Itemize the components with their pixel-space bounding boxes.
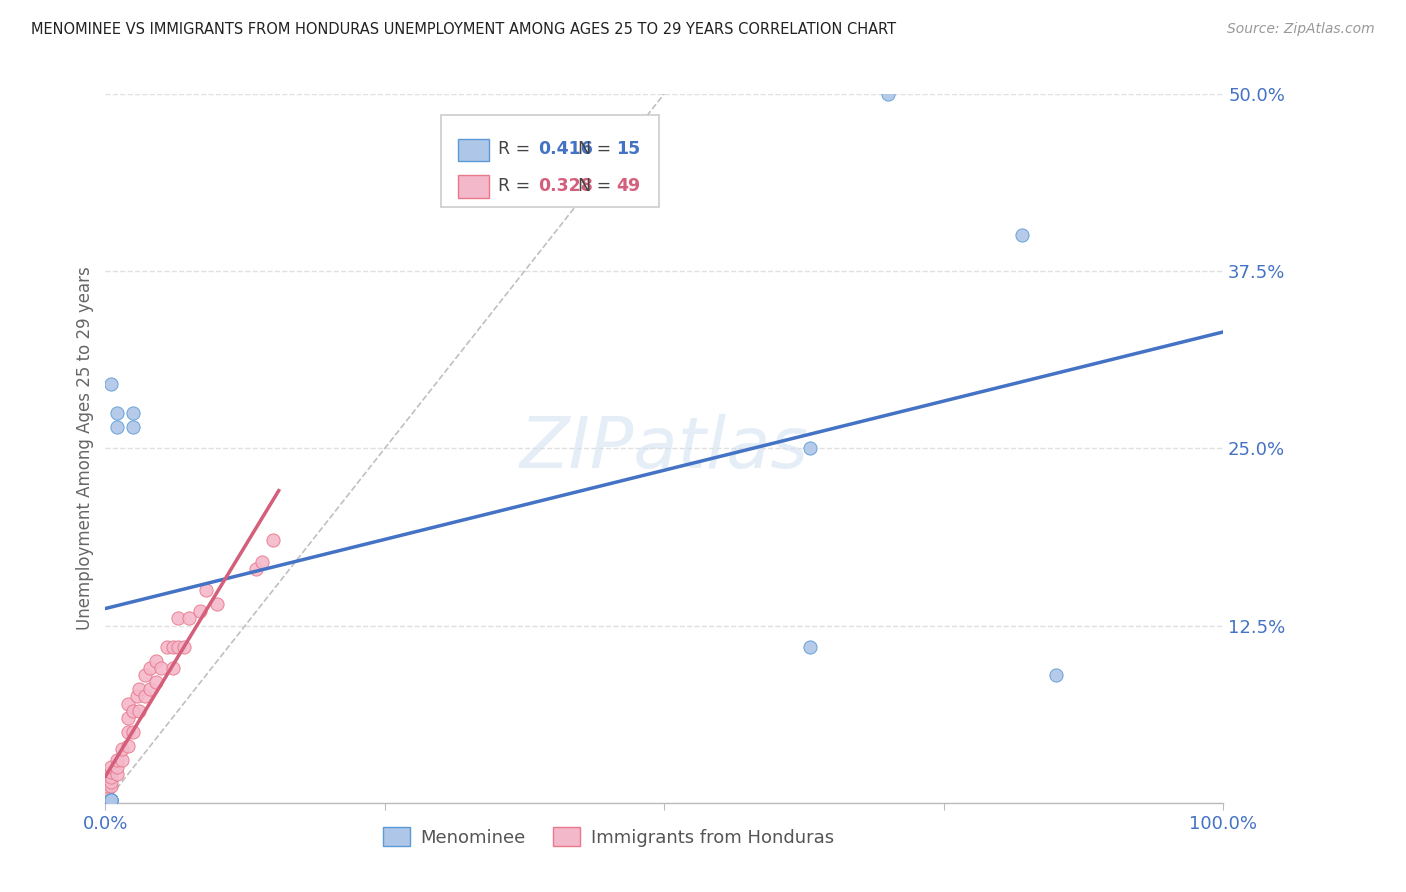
- Point: [799, 441, 821, 455]
- Point: [122, 704, 145, 718]
- Text: ZIPatlas: ZIPatlas: [520, 414, 808, 483]
- Point: [100, 793, 122, 807]
- Point: [96, 794, 118, 808]
- Point: [100, 793, 122, 807]
- Point: [117, 697, 139, 711]
- Point: [150, 661, 173, 675]
- Point: [162, 661, 184, 675]
- Point: [167, 640, 190, 654]
- Text: R =: R =: [498, 177, 536, 194]
- Point: [139, 682, 162, 697]
- Point: [125, 690, 148, 704]
- Point: [190, 604, 212, 618]
- Point: [195, 583, 218, 598]
- Point: [96, 794, 118, 808]
- Point: [96, 789, 118, 803]
- Point: [100, 377, 122, 392]
- Point: [117, 711, 139, 725]
- Point: [105, 753, 128, 767]
- Point: [145, 675, 167, 690]
- Point: [134, 690, 156, 704]
- Point: [111, 753, 134, 767]
- Point: [105, 406, 128, 420]
- Point: [173, 640, 195, 654]
- Point: [100, 760, 122, 774]
- Point: [1011, 228, 1033, 243]
- Text: MENOMINEE VS IMMIGRANTS FROM HONDURAS UNEMPLOYMENT AMONG AGES 25 TO 29 YEARS COR: MENOMINEE VS IMMIGRANTS FROM HONDURAS UN…: [31, 22, 896, 37]
- Point: [139, 661, 162, 675]
- Point: [122, 724, 145, 739]
- Point: [179, 611, 201, 625]
- Point: [100, 764, 122, 779]
- Text: N =: N =: [578, 140, 617, 158]
- Point: [96, 794, 118, 808]
- Y-axis label: Unemployment Among Ages 25 to 29 years: Unemployment Among Ages 25 to 29 years: [76, 267, 94, 630]
- Point: [877, 87, 900, 101]
- Text: N =: N =: [578, 177, 617, 194]
- Point: [262, 533, 284, 548]
- Point: [122, 420, 145, 434]
- Legend: Menominee, Immigrants from Honduras: Menominee, Immigrants from Honduras: [375, 821, 841, 854]
- Point: [96, 791, 118, 805]
- Text: 0.328: 0.328: [538, 177, 593, 194]
- Point: [167, 611, 190, 625]
- Text: 49: 49: [616, 177, 640, 194]
- Point: [134, 668, 156, 682]
- Point: [105, 760, 128, 774]
- Point: [96, 781, 118, 796]
- Point: [100, 793, 122, 807]
- Text: 0.416: 0.416: [538, 140, 593, 158]
- Point: [100, 774, 122, 789]
- FancyBboxPatch shape: [457, 175, 489, 198]
- Point: [96, 794, 118, 808]
- Point: [100, 793, 122, 807]
- Point: [96, 794, 118, 808]
- Point: [105, 420, 128, 434]
- Point: [100, 770, 122, 784]
- Point: [1045, 668, 1067, 682]
- Point: [128, 704, 150, 718]
- Text: Source: ZipAtlas.com: Source: ZipAtlas.com: [1227, 22, 1375, 37]
- Text: 15: 15: [616, 140, 641, 158]
- Point: [128, 682, 150, 697]
- Point: [145, 654, 167, 668]
- Point: [122, 406, 145, 420]
- Point: [111, 742, 134, 756]
- Point: [100, 793, 122, 807]
- Point: [96, 784, 118, 798]
- Point: [205, 597, 228, 611]
- Point: [117, 739, 139, 753]
- Point: [245, 562, 267, 576]
- Point: [105, 767, 128, 781]
- Point: [250, 555, 273, 569]
- Point: [156, 640, 179, 654]
- FancyBboxPatch shape: [441, 115, 659, 207]
- Point: [100, 779, 122, 793]
- Point: [96, 779, 118, 793]
- Point: [162, 640, 184, 654]
- FancyBboxPatch shape: [457, 138, 489, 161]
- Point: [117, 724, 139, 739]
- Point: [799, 640, 821, 654]
- Text: R =: R =: [498, 140, 536, 158]
